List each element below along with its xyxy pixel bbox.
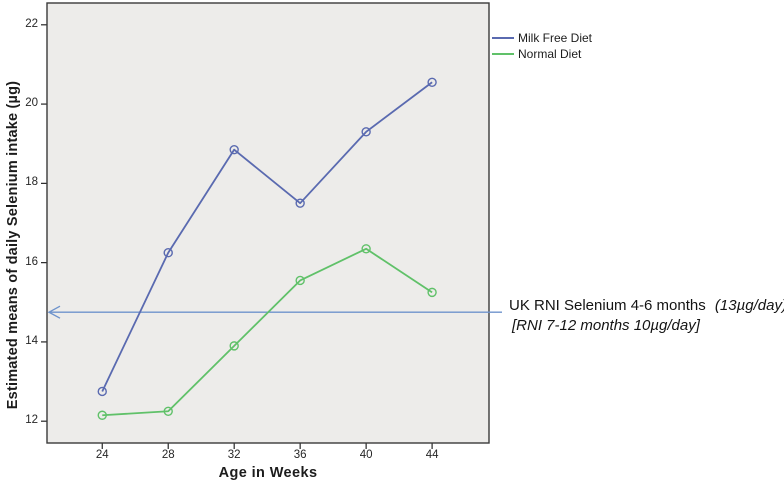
y-tick-label: 14	[25, 334, 38, 347]
y-axis-title: Estimated means of daily Selenium intake…	[5, 80, 21, 410]
data-point-marker	[361, 127, 371, 137]
x-tick-label: 28	[161, 449, 175, 461]
y-tick-label: 12	[25, 414, 38, 427]
legend-label: Milk Free Diet	[518, 31, 593, 45]
series-line-1	[102, 247, 433, 417]
data-point-marker	[427, 77, 437, 87]
data-point-marker	[163, 406, 173, 416]
plot-border	[46, 2, 490, 444]
x-tick-label: 44	[425, 449, 439, 461]
y-tick-label: 18	[25, 176, 38, 189]
y-tick-label: 22	[25, 17, 38, 30]
data-point-marker	[361, 244, 371, 254]
rni-annotation-text: UK RNI Selenium 4-6 months	[509, 297, 710, 314]
rni-annotation-line-1: UK RNI Selenium 4-6 months (13µg/day)	[509, 296, 784, 316]
data-point-marker	[229, 341, 239, 351]
legend-item-normal-diet: Normal Diet	[492, 46, 592, 62]
rni-annotation-value: (13µg/day)	[714, 297, 784, 314]
x-tick-label: 32	[227, 449, 241, 461]
data-point-marker	[295, 198, 305, 208]
rni-annotation: UK RNI Selenium 4-6 months (13µg/day) [R…	[509, 296, 784, 335]
x-tick-label: 40	[359, 449, 373, 461]
rni-annotation-line-2: [RNI 7-12 months 10µg/day]	[512, 316, 700, 334]
rni-reference-arrow-head-icon	[47, 305, 61, 319]
x-tick-label: 36	[293, 449, 307, 461]
data-point-marker	[427, 287, 437, 298]
data-point-marker	[163, 248, 173, 258]
data-point-marker	[229, 144, 239, 155]
legend-line-swatch-icon	[492, 37, 514, 39]
x-tick-label: 24	[95, 449, 109, 461]
legend-label: Normal Diet	[518, 47, 582, 61]
plot-area-background	[47, 3, 489, 443]
y-tick-label: 16	[25, 255, 38, 268]
x-axis-title: Age in Weeks	[218, 465, 318, 481]
data-point-marker	[295, 275, 305, 286]
data-point-marker	[97, 410, 107, 420]
legend: Milk Free Diet Normal Diet	[492, 30, 592, 62]
legend-line-swatch-icon	[492, 53, 514, 55]
series-line-0	[101, 81, 433, 392]
data-point-marker	[97, 386, 107, 397]
legend-item-milk-free-diet: Milk Free Diet	[492, 30, 592, 46]
y-tick-label: 20	[25, 97, 38, 110]
